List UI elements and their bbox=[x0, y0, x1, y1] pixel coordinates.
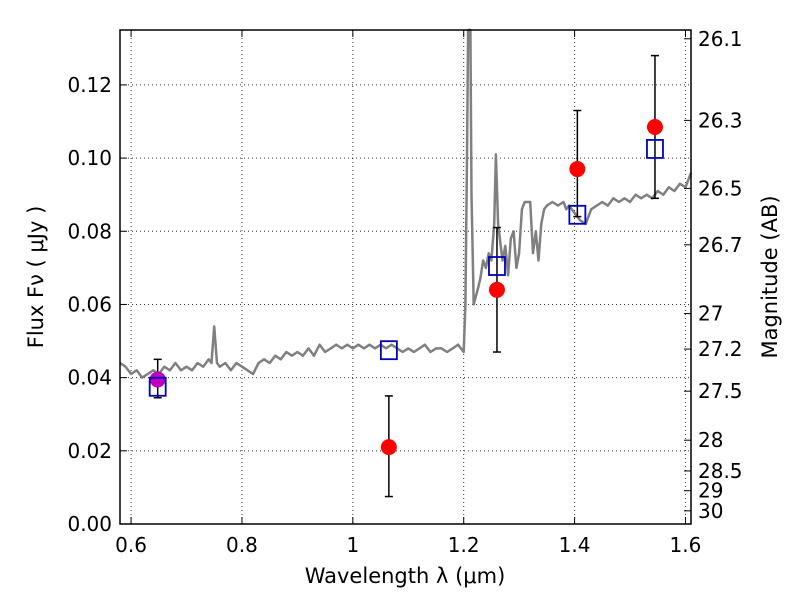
y-tick-label: 0.04 bbox=[67, 366, 112, 390]
right-y-tick-label: 29 bbox=[698, 479, 723, 503]
spectrum-line bbox=[119, 28, 693, 379]
right-y-tick-label: 26.3 bbox=[698, 108, 743, 132]
y-tick-label: 0.06 bbox=[67, 292, 112, 316]
right-y-tick-label: 27.5 bbox=[698, 379, 743, 403]
grid-lines bbox=[120, 30, 691, 525]
y-tick-label: 0.12 bbox=[67, 73, 112, 97]
right-y-tick-label: 28 bbox=[698, 428, 723, 452]
flux-point bbox=[149, 371, 166, 388]
right-y-tick-label: 26.5 bbox=[698, 176, 743, 200]
model-flux-square bbox=[379, 340, 398, 361]
flux-point bbox=[380, 439, 397, 456]
x-tick-label: 0.6 bbox=[115, 533, 147, 557]
model-flux-square bbox=[646, 139, 664, 159]
x-tick-label: 0.8 bbox=[226, 533, 258, 557]
right-y-tick-label: 26.1 bbox=[698, 27, 743, 51]
model-flux-square bbox=[488, 256, 506, 276]
flux-point bbox=[646, 118, 663, 135]
x-tick-label: 1.2 bbox=[448, 533, 480, 557]
plot-frame bbox=[119, 29, 692, 525]
x-tick-label: 1.4 bbox=[559, 533, 591, 557]
y-tick-label: 0.02 bbox=[67, 439, 112, 463]
y-tick-label: 0.08 bbox=[67, 219, 112, 243]
x-axis-title: Wavelength λ (μm) bbox=[305, 564, 506, 588]
model-flux-square bbox=[148, 376, 167, 397]
y-tick-label: 0.00 bbox=[67, 512, 112, 536]
model-flux-square bbox=[568, 204, 587, 225]
right-y-tick-label: 26.7 bbox=[698, 233, 743, 257]
flux-point bbox=[569, 161, 586, 178]
right-y-axis-title: Magnitude (AB) bbox=[758, 195, 782, 358]
data-markers bbox=[148, 118, 664, 456]
model-spectrum bbox=[119, 28, 693, 379]
x-tick-label: 1.6 bbox=[670, 533, 702, 557]
right-y-tick-label: 27.2 bbox=[698, 337, 743, 361]
y-axis-title: Flux Fν ( μJy ) bbox=[24, 206, 48, 349]
y-tick-label: 0.10 bbox=[67, 146, 112, 170]
right-y-tick-label: 27 bbox=[698, 302, 723, 326]
right-y-tick-label: 30 bbox=[698, 499, 723, 523]
right-y-tick-label: 28.5 bbox=[698, 459, 743, 483]
axis-ticks: 0.6 0.8 1 1.2 1.4 1.6 0.00 0.02 0.04 0.06 0.08 0.10… bbox=[67, 27, 742, 557]
flux-point bbox=[488, 281, 505, 298]
error-bars bbox=[153, 54, 659, 498]
x-tick-label: 1 bbox=[346, 533, 359, 557]
